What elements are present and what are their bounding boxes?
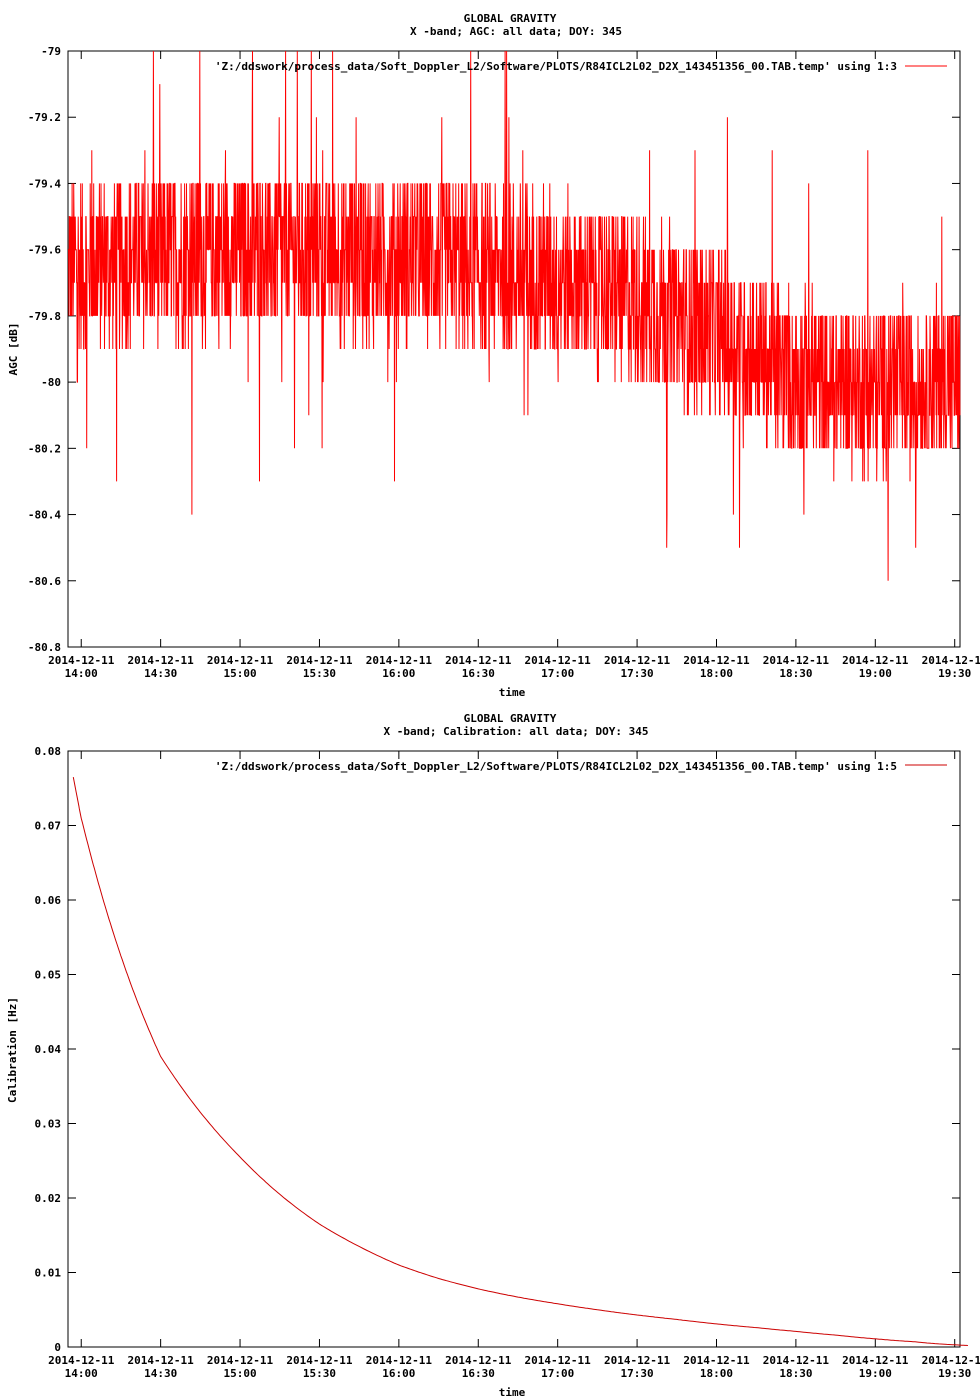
x-tick-date: 2014-12-11 [842,654,909,667]
x-tick-date: 2014-12-11 [763,654,830,667]
y-tick-label: -80.8 [28,641,61,654]
x-tick-time: 15:30 [303,667,336,680]
x-tick-date: 2014-12-11 [525,654,592,667]
x-tick-time: 19:30 [938,667,971,680]
x-tick-date: 2014-12-11 [922,1354,980,1367]
x-tick-time: 17:30 [621,1367,654,1380]
x-tick-time: 19:00 [859,1367,892,1380]
calibration-legend-label: 'Z:/ddswork/process_data/Soft_Doppler_L2… [215,760,897,773]
y-tick-label: 0.05 [35,969,62,982]
agc-x-axis-label: time [499,686,526,699]
x-tick-time: 15:00 [223,667,256,680]
y-tick-label: -79.4 [28,177,61,190]
x-tick-time: 17:30 [621,667,654,680]
x-tick-time: 16:30 [462,667,495,680]
x-tick-time: 18:30 [779,1367,812,1380]
y-tick-label: 0.02 [35,1192,62,1205]
calibration-y-ticks: 0 0.01 0.02 0.03 0.04 0.05 0.06 0.07 0.08 [35,745,960,1354]
calibration-chart-subtitle: X -band; Calibration: all data; DOY: 345 [384,725,649,738]
x-tick-date: 2014-12-11 [286,1354,353,1367]
calibration-x-axis-label: time [499,1386,526,1399]
x-tick-date: 2014-12-11 [128,1354,195,1367]
y-tick-label: -80.4 [28,509,61,522]
calibration-y-axis-label: Calibration [Hz] [6,997,19,1103]
x-tick-time: 14:30 [144,667,177,680]
y-tick-label: -79.2 [28,111,61,124]
agc-chart-subtitle: X -band; AGC: all data; DOY: 345 [410,25,622,38]
x-tick-date: 2014-12-11 [525,1354,592,1367]
x-tick-date: 2014-12-11 [445,1354,512,1367]
x-tick-date: 2014-12-11 [366,654,433,667]
x-tick-time: 18:30 [779,667,812,680]
x-tick-time: 14:00 [65,1367,98,1380]
y-tick-label: -79.8 [28,310,61,323]
y-tick-label: -80.6 [28,575,61,588]
y-tick-label: -79.6 [28,244,61,257]
y-tick-label: 0.01 [35,1267,62,1280]
agc-chart: GLOBAL GRAVITY X -band; AGC: all data; D… [7,12,980,699]
x-tick-date: 2014-12-11 [604,1354,671,1367]
x-tick-time: 17:00 [541,667,574,680]
x-tick-time: 16:00 [382,667,415,680]
y-tick-label: 0.08 [35,745,62,758]
calibration-chart: GLOBAL GRAVITY X -band; Calibration: all… [6,712,980,1399]
x-tick-date: 2014-12-11 [286,654,353,667]
x-tick-date: 2014-12-11 [207,654,274,667]
calibration-x-ticks: 2014-12-1114:002014-12-1114:302014-12-11… [48,751,980,1380]
x-tick-time: 14:00 [65,667,98,680]
x-tick-date: 2014-12-11 [683,654,750,667]
calibration-series-line [72,777,968,1346]
agc-series [68,50,961,581]
x-tick-time: 19:30 [938,1367,971,1380]
x-tick-time: 16:00 [382,1367,415,1380]
x-tick-date: 2014-12-11 [207,1354,274,1367]
x-tick-time: 16:30 [462,1367,495,1380]
y-tick-label: -79 [41,45,61,58]
x-tick-date: 2014-12-11 [842,1354,909,1367]
x-tick-time: 18:00 [700,667,733,680]
agc-series-line [68,50,961,581]
x-tick-time: 17:00 [541,1367,574,1380]
x-tick-time: 15:30 [303,1367,336,1380]
agc-chart-title: GLOBAL GRAVITY [464,12,557,25]
x-tick-time: 18:00 [700,1367,733,1380]
x-tick-date: 2014-12-11 [366,1354,433,1367]
x-tick-date: 2014-12-11 [763,1354,830,1367]
x-tick-date: 2014-12-11 [445,654,512,667]
x-tick-date: 2014-12-11 [683,1354,750,1367]
calibration-chart-title: GLOBAL GRAVITY [464,712,557,725]
y-tick-label: 0 [54,1341,61,1354]
y-tick-label: 0.04 [35,1043,62,1056]
x-tick-time: 15:00 [223,1367,256,1380]
x-tick-date: 2014-12-11 [604,654,671,667]
agc-legend-label: 'Z:/ddswork/process_data/Soft_Doppler_L2… [215,60,897,73]
x-tick-time: 19:00 [859,667,892,680]
y-tick-label: -80.2 [28,442,61,455]
calibration-series [72,777,968,1346]
y-tick-label: 0.06 [35,894,62,907]
calibration-plot-frame [67,750,961,1348]
x-tick-date: 2014-12-11 [922,654,980,667]
x-tick-date: 2014-12-11 [128,654,195,667]
y-tick-label: -80 [41,376,61,389]
x-tick-time: 14:30 [144,1367,177,1380]
x-tick-date: 2014-12-11 [48,1354,115,1367]
y-tick-label: 0.07 [35,820,62,833]
y-tick-label: 0.03 [35,1118,62,1131]
agc-x-ticks: 2014-12-1114:002014-12-1114:302014-12-11… [48,51,980,680]
x-tick-date: 2014-12-11 [48,654,115,667]
agc-y-axis-label: AGC [dB] [7,323,20,376]
